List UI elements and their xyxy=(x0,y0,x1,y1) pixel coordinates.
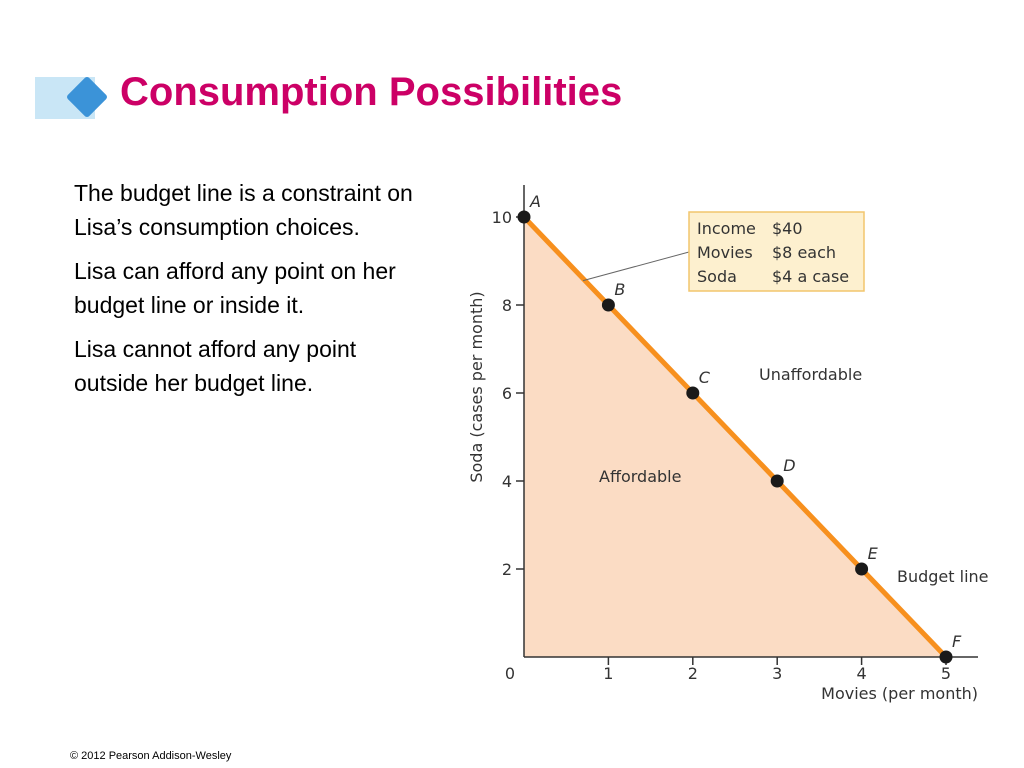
point-label: D xyxy=(783,456,795,475)
point-label: C xyxy=(699,368,711,387)
info-value: $8 each xyxy=(772,243,836,262)
x-ticks: 0 1 2 3 4 5 xyxy=(505,657,951,683)
data-point xyxy=(855,562,869,576)
bullet-text: Lisa can afford any point on her budget … xyxy=(74,258,396,318)
info-item: Soda xyxy=(697,267,737,286)
budget-line-label: Budget line xyxy=(897,567,989,586)
info-item: Movies xyxy=(697,243,753,262)
data-point xyxy=(601,298,615,312)
x-axis-label: Movies (per month) xyxy=(821,684,978,703)
data-point xyxy=(939,650,953,664)
info-box-leader-line xyxy=(582,251,690,282)
y-tick-label: 2 xyxy=(502,560,512,579)
y-axis-label: Soda (cases per month) xyxy=(467,291,486,482)
point-label: E xyxy=(868,544,879,563)
x-tick-label: 5 xyxy=(941,664,951,683)
data-point xyxy=(517,210,531,224)
budget-line xyxy=(521,214,949,660)
y-tick-label: 6 xyxy=(502,384,512,403)
x-tick-label: 3 xyxy=(772,664,782,683)
y-tick-label: 10 xyxy=(492,208,512,227)
data-points: A B C D E F xyxy=(517,192,962,664)
point-label: B xyxy=(614,280,625,299)
y-tick-label: 4 xyxy=(502,472,512,491)
info-box: Income $40 Movies $8 each Soda $4 a case xyxy=(688,211,865,292)
y-ticks: 2 4 6 8 10 xyxy=(492,208,524,579)
affordable-label: Affordable xyxy=(599,467,681,486)
x-tick-label: 0 xyxy=(505,664,515,683)
y-tick-label: 8 xyxy=(502,296,512,315)
bullet-text: Lisa cannot afford any point outside her… xyxy=(74,336,357,396)
bullet-list: The budget line is a constraint on Lisa’… xyxy=(74,176,434,410)
info-item: Income xyxy=(697,219,756,238)
info-value: $4 a case xyxy=(772,267,849,286)
x-tick-label: 4 xyxy=(857,664,867,683)
x-tick-label: 1 xyxy=(603,664,613,683)
info-value: $40 xyxy=(772,219,803,238)
bullet-text: The budget line is a constraint on Lisa’… xyxy=(74,180,413,240)
point-label: F xyxy=(952,632,962,651)
data-point xyxy=(770,474,784,488)
point-label: A xyxy=(529,192,541,211)
copyright-footer: © 2012 Pearson Addison-Wesley xyxy=(70,750,232,762)
title-accent xyxy=(35,75,125,121)
budget-line-chart: 2 4 6 8 10 0 1 2 3 4 5 A B C D E F Soda (cases per mon… xyxy=(467,185,989,703)
info-box-frame xyxy=(688,211,865,292)
data-point xyxy=(686,386,700,400)
unaffordable-label: Unaffordable xyxy=(759,365,862,384)
x-tick-label: 2 xyxy=(688,664,698,683)
page-title: Consumption Possibilities xyxy=(120,70,623,114)
